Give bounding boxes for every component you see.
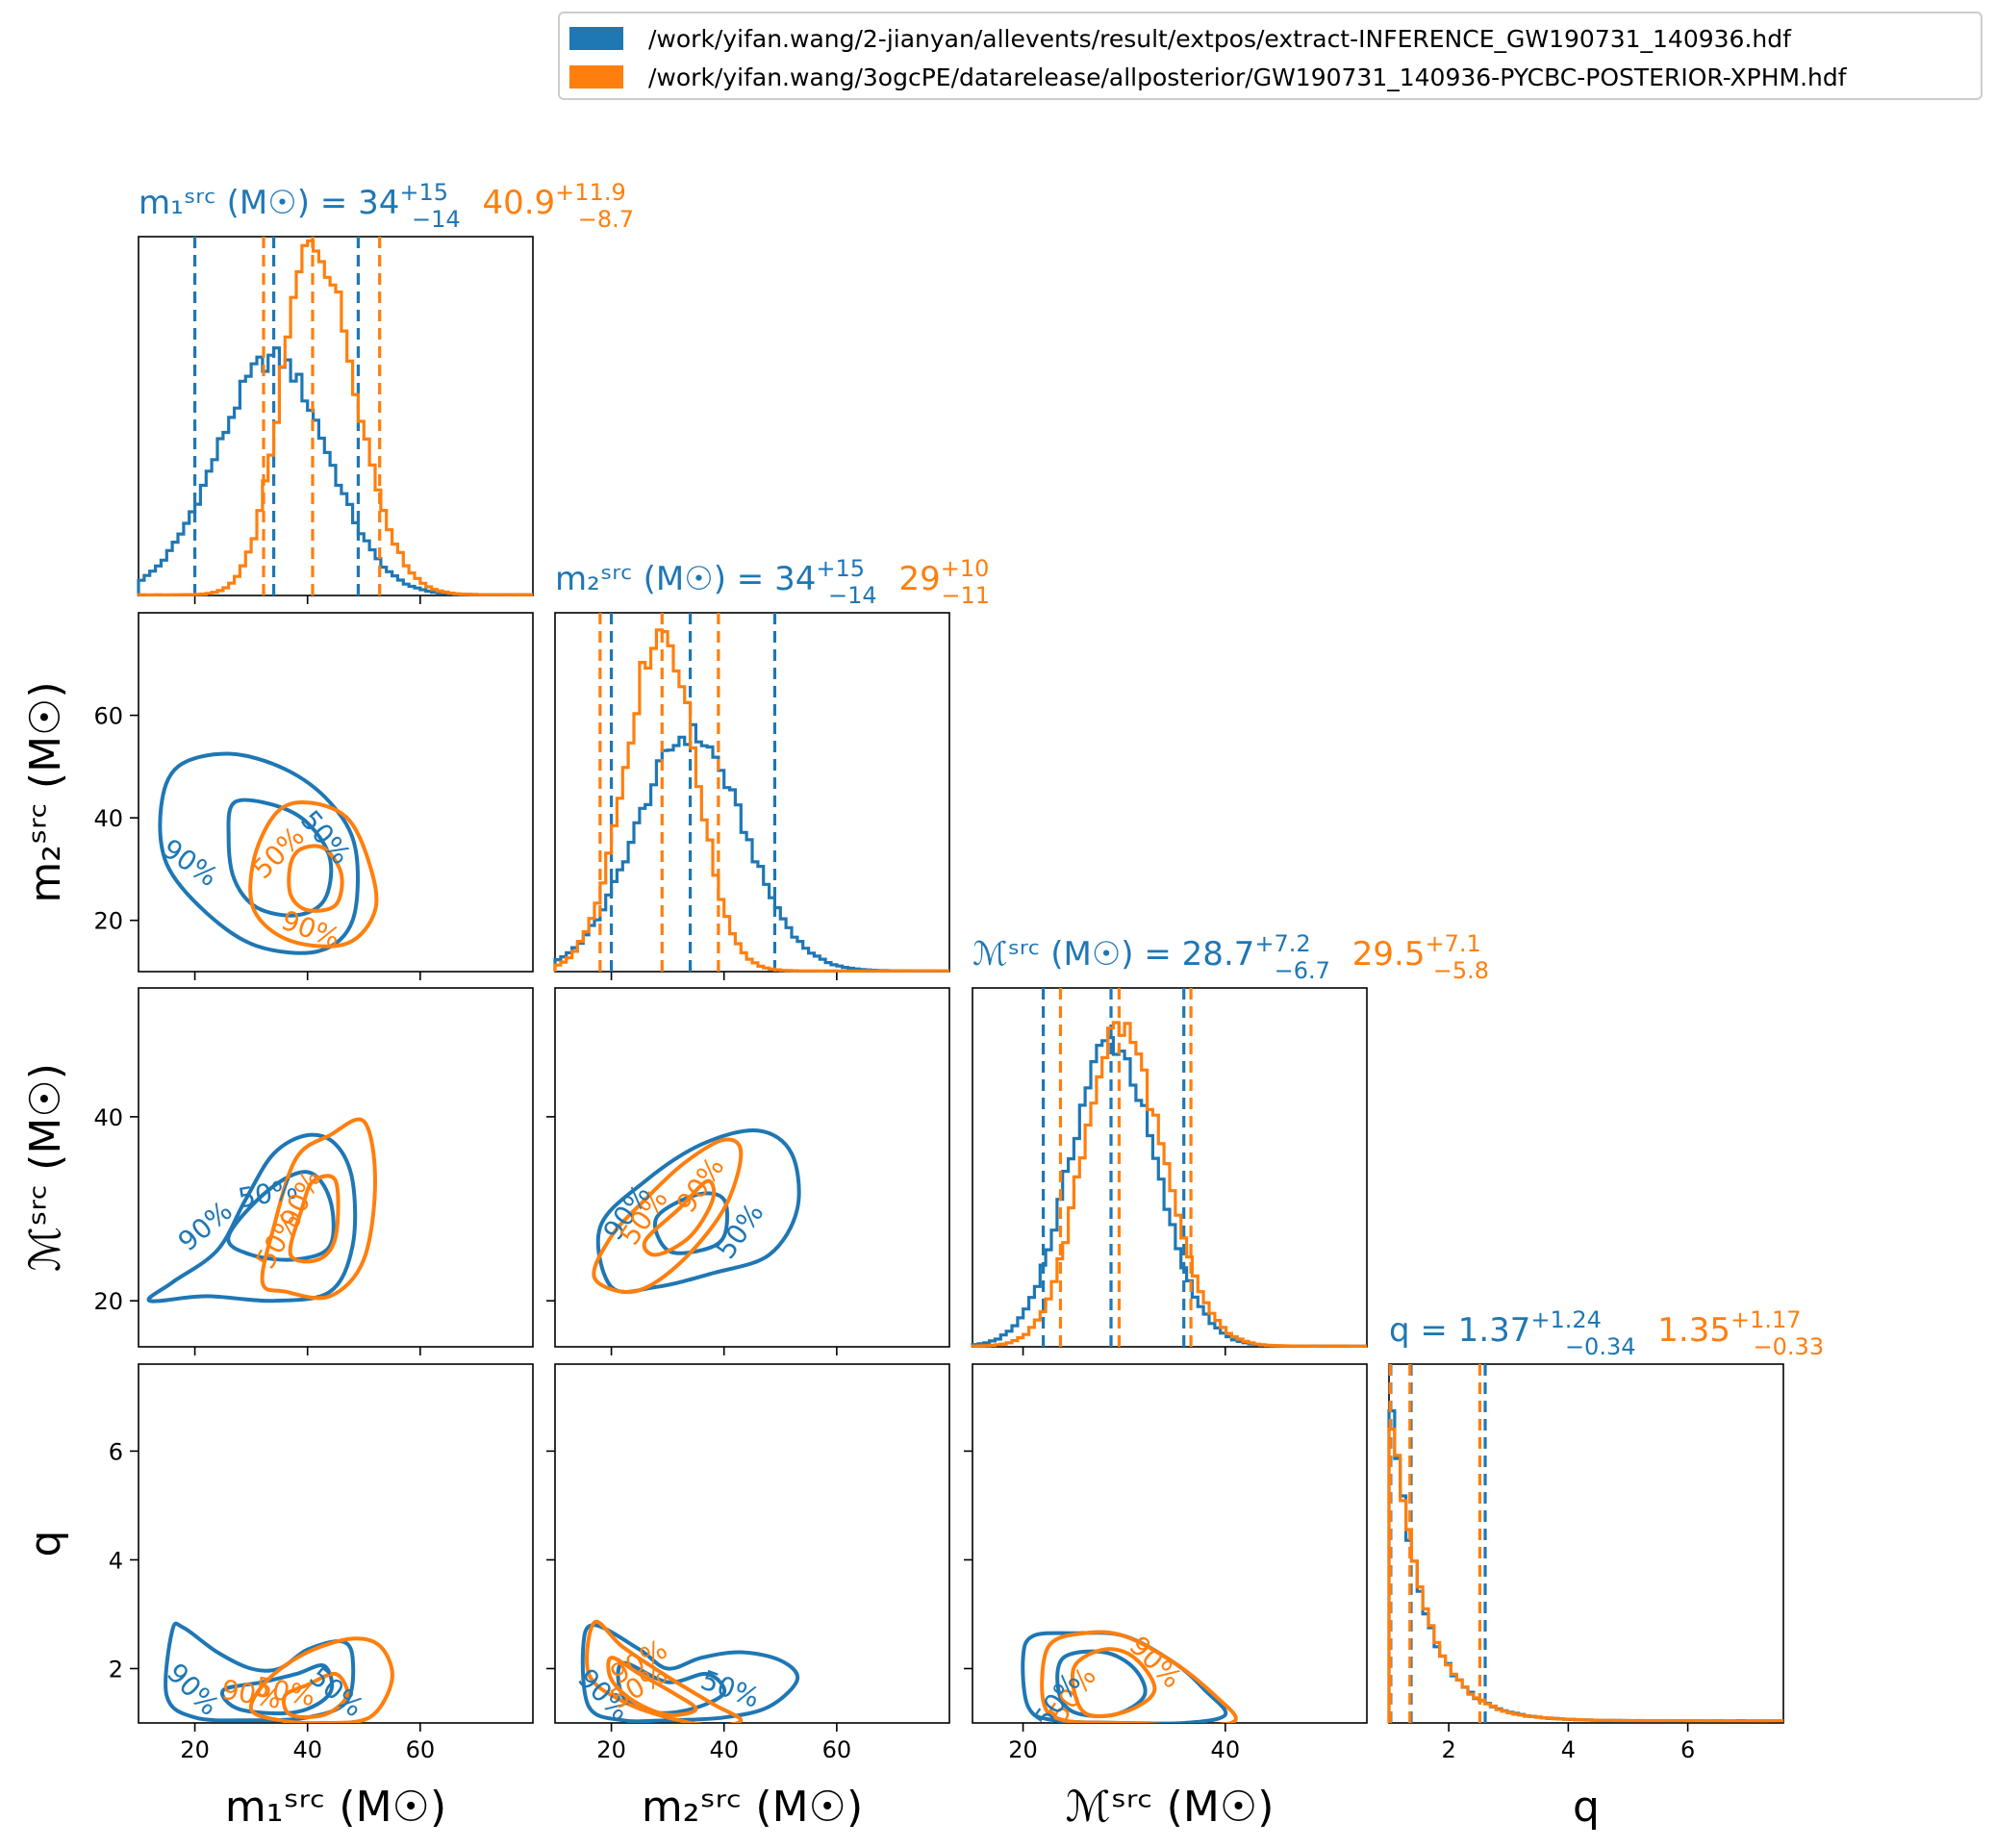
legend: /work/yifan.wang/2-jianyan/allevents/res… [558, 12, 1982, 100]
contour-panel-m1-q: 90% 50%90%50% [161, 1621, 394, 1723]
contour-90-blue [158, 751, 360, 955]
contour-50-orange [606, 1656, 698, 1717]
contour-90-orange [248, 1636, 394, 1723]
histogram-mchirp-blue [971, 1036, 1367, 1348]
contour-panel-m1-m2: 90% 50%50%90% [157, 751, 379, 955]
contour-90-blue [580, 1623, 800, 1723]
contour-label: 90% [172, 1195, 239, 1257]
legend-label-orange: /work/yifan.wang/3ogcPE/datarelease/allp… [648, 63, 1847, 91]
histogram-mchirp-orange [971, 1021, 1367, 1348]
x-tick-label: 6 [1680, 1736, 1695, 1763]
x-tick-label: 20 [180, 1736, 210, 1763]
contour-label: 90% [161, 1657, 225, 1721]
panel-frame-m1-m1 [138, 236, 534, 596]
contour-50-orange [642, 1178, 717, 1257]
y-tick-label: 40 [93, 805, 123, 832]
x-axis-label-m1: m₁ˢʳᶜ (M☉) [225, 1783, 446, 1832]
title-mchirp: ℳˢʳᶜ (M☉) = 28.7+7.2 −6.7 29.5+7.1 −5.8 [972, 930, 1489, 984]
title-q: q = 1.37+1.24 −0.34 1.35+1.17 −0.33 [1389, 1306, 1824, 1360]
contour-90-orange [248, 799, 379, 949]
contour-50-orange [1071, 1647, 1157, 1718]
legend-label-blue: /work/yifan.wang/2-jianyan/allevents/res… [648, 24, 1791, 53]
contour-label: 90% [157, 833, 224, 894]
x-tick-label: 40 [709, 1736, 739, 1763]
y-tick-label: 2 [109, 1656, 123, 1683]
title-m1: m₁ˢʳᶜ (M☉) = 34+15 −14 40.9+11.9 −8.7 [139, 179, 634, 233]
histogram-m1-orange [137, 239, 533, 596]
panel-frame-q-q [1388, 1363, 1784, 1724]
panel-frame-m2-q [554, 1363, 950, 1724]
histogram-q-blue [1387, 1409, 1783, 1723]
x-tick-label: 60 [822, 1736, 852, 1763]
histogram-m1-blue [137, 346, 533, 596]
panel-frame-mchirp-mchirp [972, 987, 1368, 1348]
y-tick-label: 20 [93, 908, 123, 935]
histogram-m2-orange [553, 628, 949, 973]
y-tick-label: 6 [109, 1438, 123, 1465]
panel-frame-m1-q [138, 1363, 534, 1724]
contour-90-blue [146, 1132, 358, 1304]
y-tick-label: 40 [93, 1104, 123, 1131]
contour-label: 50% [696, 1664, 764, 1714]
x-tick-label: 40 [1211, 1736, 1241, 1763]
contour-50-blue [226, 1170, 336, 1262]
y-tick-label: 60 [93, 703, 123, 730]
panel-frame-m2-m2 [554, 612, 950, 973]
y-axis-label-mchirp: ℳˢʳᶜ (M☉) [21, 1063, 70, 1272]
contour-panel-m2-mchirp: 90% 50%90%50% [592, 1127, 801, 1295]
y-axis-label-m2: m₂ˢʳᶜ (M☉) [21, 681, 70, 902]
histogram-q-orange [1387, 1428, 1783, 1723]
x-tick-label: 60 [406, 1736, 436, 1763]
panel-frame-m1-mchirp [138, 987, 534, 1348]
x-tick-label: 20 [596, 1736, 626, 1763]
legend-entry-orange: /work/yifan.wang/3ogcPE/datarelease/allp… [569, 58, 1847, 96]
contour-90-orange [592, 1137, 744, 1295]
y-tick-label: 20 [93, 1288, 123, 1315]
histogram-m2-blue [553, 722, 949, 973]
x-tick-label: 40 [292, 1736, 322, 1763]
contour-panel-mchirp-q: 90%50%50% [1021, 1630, 1238, 1723]
contour-50-orange [287, 844, 344, 913]
x-axis-label-q: q [1573, 1783, 1600, 1832]
panel-frame-m1-m2 [138, 612, 534, 973]
panel-frame-m2-mchirp [554, 987, 950, 1348]
legend-swatch-orange [569, 65, 623, 89]
x-tick-label: 4 [1561, 1736, 1576, 1763]
y-axis-label-q: q [21, 1531, 70, 1557]
x-axis-label-m2: m₂ˢʳᶜ (M☉) [642, 1783, 863, 1832]
x-axis-label-mchirp: ℳˢʳᶜ (M☉) [1066, 1783, 1275, 1832]
y-tick-label: 4 [109, 1547, 123, 1574]
x-tick-label: 20 [1008, 1736, 1038, 1763]
title-m2: m₂ˢʳᶜ (M☉) = 34+15 −14 29+10 −11 [555, 555, 990, 609]
contour-90-orange [260, 1117, 378, 1301]
legend-swatch-blue [569, 27, 623, 50]
x-tick-label: 2 [1441, 1736, 1455, 1763]
contour-50-orange [288, 1174, 341, 1264]
contour-90-orange [585, 1619, 744, 1723]
contour-panel-m2-q: 90% 50%90%50% [571, 1619, 800, 1723]
legend-entry-blue: /work/yifan.wang/2-jianyan/allevents/res… [569, 19, 1791, 58]
contour-50-orange [282, 1671, 350, 1719]
contour-90-orange [1040, 1630, 1238, 1723]
contour-label: 50% [710, 1198, 770, 1265]
contour-90-blue [164, 1621, 356, 1723]
contour-panel-m1-mchirp: 90%50%90%50% [146, 1117, 378, 1304]
